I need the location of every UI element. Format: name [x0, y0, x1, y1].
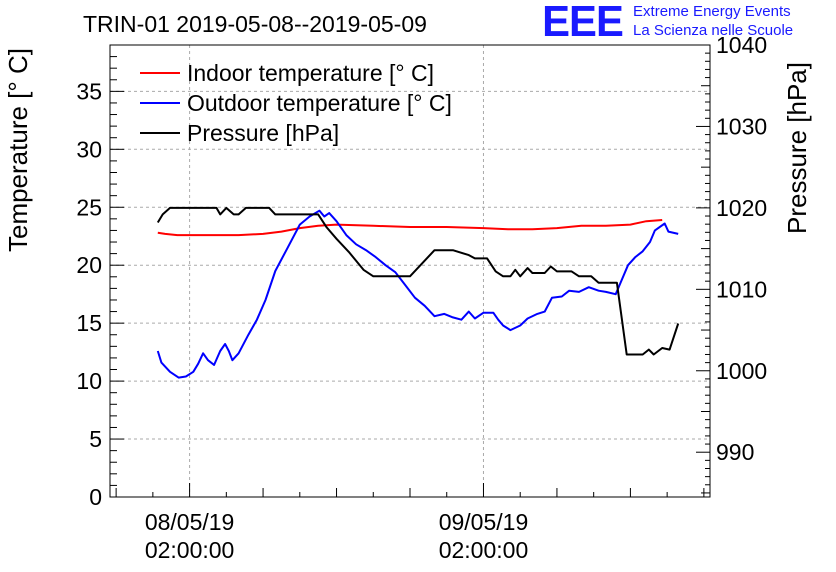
series-line-3: [156, 206, 680, 356]
y-tick-label: 0: [89, 484, 102, 510]
y-tick-label: 35: [76, 78, 102, 104]
y-tick-label: 30: [76, 136, 102, 162]
eee-logo-text: Extreme Energy Events La Scienza nelle S…: [633, 2, 793, 40]
y2-tick-label: 1010: [716, 276, 767, 302]
axes: 0 5 10 15 20 25 30 35 990 1000 1010 1020 1030 1040 08/…: [76, 32, 767, 563]
y-tick-label: 5: [89, 426, 102, 452]
x-tick-label-date: 09/05/19: [439, 509, 529, 535]
y2-tick-label: 1000: [716, 358, 767, 384]
y2-tick-label: 1030: [716, 113, 767, 139]
series-lines: [156, 206, 680, 379]
y2-tick-label: 990: [716, 439, 754, 465]
eee-logo-mark: EEE: [542, 0, 624, 46]
grid-lines: [110, 45, 710, 497]
y-tick-label: 10: [76, 368, 102, 394]
eee-logo: EEE Extreme Energy Events La Scienza nel…: [540, 0, 793, 46]
chart-title: TRIN-01 2019-05-08--2019-05-09: [83, 11, 427, 37]
series-line-2: [156, 209, 679, 379]
legend-label-2: Outdoor temperature [° C]: [187, 90, 452, 116]
eee-logo-line1: Extreme Energy Events: [633, 3, 791, 20]
y2-tick-label: 1040: [716, 32, 767, 58]
y-axis-label: Temperature [° C]: [3, 48, 33, 252]
y-tick-label: 25: [76, 194, 102, 220]
x-tick-label-date: 08/05/19: [145, 509, 235, 535]
legend-label-3: Pressure [hPa]: [187, 120, 339, 146]
eee-logo-line2: La Scienza nelle Scuole: [633, 22, 794, 39]
y2-axis-label: Pressure [hPa]: [782, 62, 812, 234]
legend-label-1: Indoor temperature [° C]: [187, 60, 434, 86]
x-tick-label-time: 02:00:00: [439, 537, 529, 563]
x-tick-label-time: 02:00:00: [145, 537, 235, 563]
y2-tick-label: 1020: [716, 195, 767, 221]
series-line-1: [157, 219, 663, 237]
y-tick-label: 20: [76, 252, 102, 278]
legend: Indoor temperature [° C] Outdoor temperat…: [140, 60, 452, 146]
y-tick-label: 15: [76, 310, 102, 336]
